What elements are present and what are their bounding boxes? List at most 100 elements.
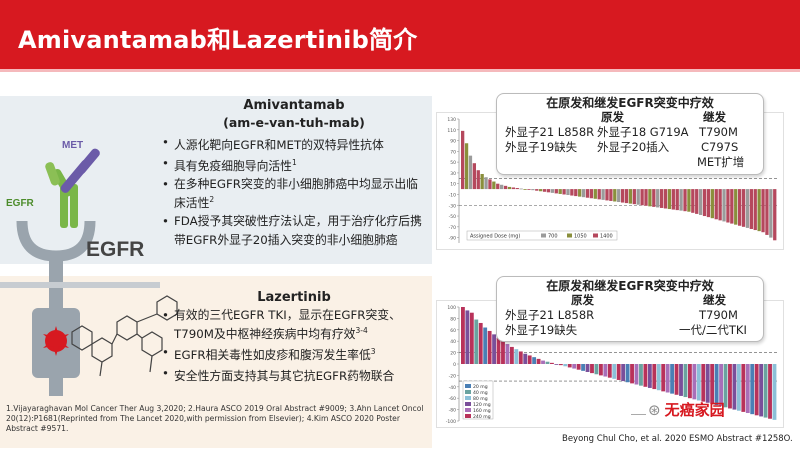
amivantamab-section: Amivantamab (am-e-van-tuh-mab) • 人源化靶向EGF…	[160, 98, 428, 250]
references: 1.Vijayaraghavan Mol Cancer Ther Aug 3,2…	[6, 404, 424, 433]
bar	[648, 189, 652, 207]
callout-cell: 外显子21 L858R	[505, 308, 595, 322]
bar	[469, 312, 474, 364]
legend-swatch	[465, 414, 471, 418]
bar	[478, 322, 483, 364]
bar	[773, 189, 777, 241]
bar	[741, 189, 746, 227]
lazertinib-molecule-icon	[71, 295, 178, 377]
bar	[476, 170, 480, 190]
y-tick-label: 20	[450, 351, 456, 357]
bar	[581, 364, 586, 371]
bar	[616, 364, 621, 380]
bar	[518, 351, 523, 364]
legend-label: 240 mg	[473, 414, 491, 420]
bar	[496, 183, 500, 190]
bar	[550, 189, 555, 193]
bar	[734, 189, 738, 225]
callout-cell: T790M	[699, 125, 738, 139]
bar	[737, 189, 742, 226]
y-tick-label: 50	[450, 160, 456, 166]
bar	[675, 189, 679, 211]
met-label: MET	[62, 140, 83, 151]
bar	[719, 364, 723, 407]
bar	[656, 189, 660, 208]
bar	[609, 189, 613, 201]
bar	[527, 355, 532, 364]
y-tick-label: -60	[449, 396, 456, 402]
bar	[630, 364, 634, 384]
bar	[541, 360, 545, 364]
legend-label: 160 mg	[473, 408, 491, 414]
y-tick-label: 90	[450, 139, 456, 145]
y-tick-label: -50	[449, 214, 456, 220]
bar	[558, 364, 563, 366]
bar	[581, 189, 586, 198]
legend-label: 1050	[574, 234, 587, 240]
efficacy-callout-bottom: 在原发和继发EGFR突变中疗效 原发 继发 外显子21 L858R T790M …	[496, 276, 764, 342]
bar	[745, 189, 750, 228]
bar	[492, 334, 497, 364]
bar	[503, 185, 508, 190]
bar	[696, 364, 701, 401]
bar	[472, 163, 477, 190]
bar	[612, 364, 617, 379]
callout-cell: 外显子20插入	[597, 140, 670, 154]
y-tick-label: -90	[449, 236, 456, 242]
callout-cell: 一代/二代TKI	[679, 323, 747, 337]
bar	[754, 364, 759, 416]
list-item: • 在多种EGFR突变的非小细胞肺癌中均显示出临床活性2	[162, 176, 418, 210]
bar	[545, 361, 550, 364]
bar	[461, 130, 465, 190]
bar	[480, 173, 484, 190]
bar	[687, 189, 691, 212]
y-tick-label: 70	[450, 149, 456, 155]
bar	[487, 330, 492, 364]
bar	[620, 189, 625, 203]
bar	[763, 364, 768, 418]
y-tick-label: 110	[447, 128, 456, 134]
callout-cell: T790M	[699, 308, 738, 322]
bar	[768, 364, 772, 419]
bar	[532, 357, 537, 364]
egfr-small-label: EGFR	[6, 198, 35, 209]
secondary-header: 继发	[703, 293, 726, 307]
bar	[500, 184, 504, 190]
bar	[745, 364, 750, 414]
list-item: • 人源化靶向EGFR和MET的双特异性抗体	[162, 135, 384, 152]
lazertinib-section: Lazertinib • 有效的三代EGFR TKI，显示在EGFR突变、T790…	[160, 290, 428, 386]
bar	[542, 189, 547, 192]
y-tick-label: 80	[450, 316, 456, 322]
bar	[578, 189, 582, 197]
bar	[509, 346, 514, 364]
legend-label: 80 mg	[473, 396, 488, 402]
bar	[531, 189, 535, 191]
bar	[674, 364, 679, 395]
bar	[483, 327, 488, 364]
bar	[590, 364, 594, 374]
bar	[505, 344, 510, 364]
bar	[723, 364, 728, 408]
y-tick-label: 40	[450, 339, 456, 345]
bar	[539, 189, 543, 192]
bar	[566, 189, 570, 196]
bar	[652, 364, 657, 390]
bar	[663, 189, 668, 209]
bar	[554, 189, 558, 194]
bar	[644, 189, 648, 206]
bar	[607, 364, 612, 378]
y-tick-label: -100	[446, 419, 456, 425]
bar	[464, 143, 469, 190]
bar	[570, 189, 574, 196]
bar	[730, 189, 734, 224]
watermark-text: 无癌家园	[664, 401, 725, 419]
bar	[628, 189, 633, 204]
bar	[710, 364, 715, 404]
legend-label: 20 mg	[473, 384, 488, 390]
bar	[519, 188, 523, 190]
bar	[594, 364, 599, 375]
y-tick-label: 130	[447, 117, 456, 123]
bar	[661, 364, 666, 392]
secondary-header: 继发	[703, 110, 726, 124]
egfr-illustration: MET EGFR EGFR	[0, 140, 160, 396]
